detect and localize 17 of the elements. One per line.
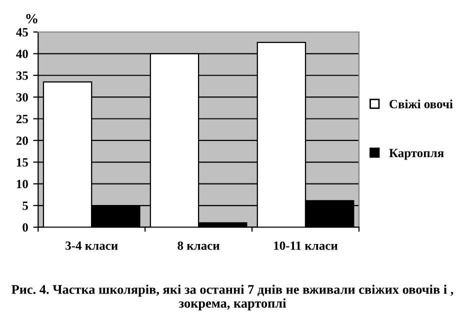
text: Рис. 4. Частка школярів, які за останні 7 днів не вживали свіжих овочів і , зокрема, картоплі: [12, 284, 454, 310]
x-tick-label: 8 класи: [178, 241, 220, 250]
y-axis-title: %: [26, 14, 38, 24]
y-tick-label: 5: [22, 202, 28, 210]
x-tick-label: 10-11 класи: [274, 241, 338, 250]
x-tick-label: 3-4 класи: [66, 241, 118, 250]
y-tick-label: 10: [16, 180, 28, 188]
y-tick-label: 30: [16, 93, 28, 102]
legend-label: Картопля: [389, 148, 444, 160]
y-tick-label: 20: [16, 136, 28, 145]
y-tick-label: 40: [16, 50, 28, 58]
y-tick-label: 15: [16, 158, 28, 167]
y-tick-label: 0: [22, 223, 28, 232]
y-tick-label: 25: [16, 114, 28, 124]
legend-label: Свіжі овочі: [390, 100, 453, 108]
y-tick-label: 45: [16, 28, 28, 36]
y-tick-label: 35: [16, 71, 28, 80]
